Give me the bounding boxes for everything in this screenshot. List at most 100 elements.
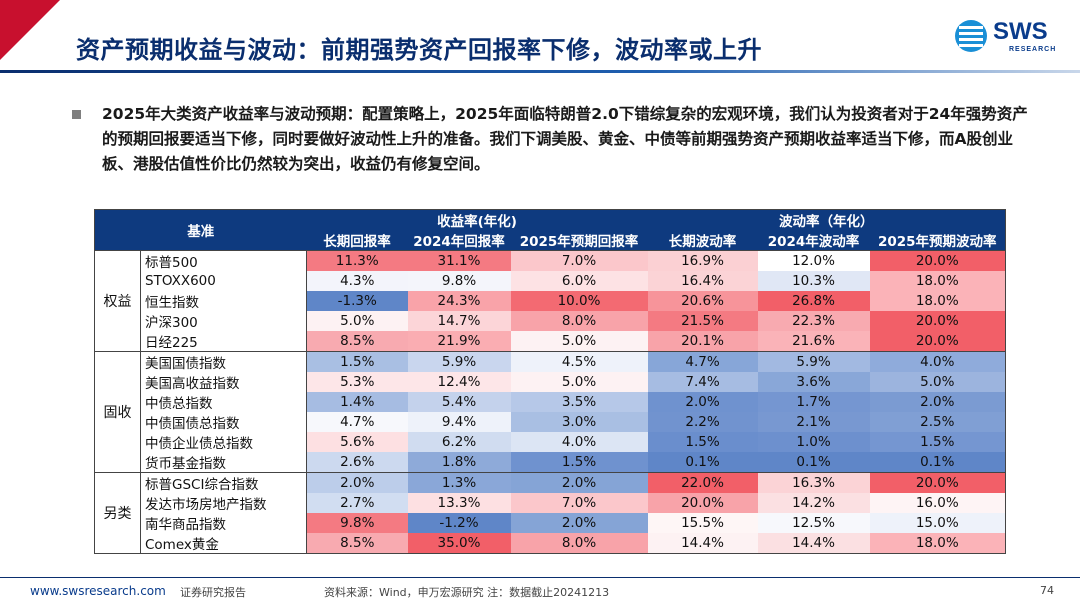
value-cell: 20.0% bbox=[869, 311, 1006, 331]
value-cell: 1.7% bbox=[757, 392, 870, 412]
summary-bullet: 2025年大类资产收益率与波动预期：配置策略上，2025年面临特朗普2.0下错综… bbox=[72, 102, 1032, 177]
value-cell: 22.3% bbox=[757, 311, 870, 331]
value-cell: 2.0% bbox=[510, 472, 648, 493]
value-cell: 20.0% bbox=[869, 250, 1006, 271]
data-table: 基准 收益率(年化) 波动率（年化） 长期回报率 2024年回报率 2025年预期回… bbox=[94, 209, 1007, 554]
value-cell: 8.5% bbox=[306, 533, 408, 554]
title-accent-triangle bbox=[0, 0, 60, 60]
value-cell: 3.0% bbox=[510, 412, 648, 432]
value-cell: 24.3% bbox=[407, 291, 511, 311]
square-bullet-icon bbox=[72, 110, 81, 119]
value-cell: 7.0% bbox=[510, 250, 648, 271]
asset-return-volatility-table: 基准 收益率(年化) 波动率（年化） 长期回报率 2024年回报率 2025年预期回… bbox=[94, 209, 1007, 554]
value-cell: 7.4% bbox=[647, 372, 758, 392]
value-cell: 1.5% bbox=[647, 432, 758, 452]
header-base: 基准 bbox=[94, 209, 307, 251]
table-row: 中债国债总指数 4.7% 9.4% 3.0% 2.2% 2.1% 2.5% bbox=[95, 412, 1006, 432]
value-cell: 20.0% bbox=[869, 331, 1006, 352]
title-underline bbox=[0, 70, 1080, 73]
value-cell: 16.0% bbox=[869, 493, 1006, 513]
value-cell: 2.1% bbox=[757, 412, 870, 432]
value-cell: 16.4% bbox=[647, 271, 758, 291]
value-cell: 18.0% bbox=[869, 291, 1006, 311]
table-row: 恒生指数 -1.3% 24.3% 10.0% 20.6% 26.8% 18.0% bbox=[95, 291, 1006, 311]
column-header: 2024年波动率 bbox=[757, 230, 870, 251]
value-cell: 4.0% bbox=[869, 351, 1006, 372]
table-row: 另类 标普GSCI综合指数 2.0% 1.3% 2.0% 22.0% 16.3% 20.0% bbox=[94, 472, 1006, 554]
value-cell: 9.8% bbox=[407, 271, 511, 291]
value-cell: 1.0% bbox=[757, 432, 870, 452]
value-cell: 21.5% bbox=[647, 311, 758, 331]
value-cell: 26.8% bbox=[757, 291, 870, 311]
value-cell: 5.4% bbox=[407, 392, 511, 412]
asset-name: 货币基金指数 bbox=[140, 452, 307, 473]
column-header: 2024年回报率 bbox=[407, 230, 511, 251]
page-number: 74 bbox=[1040, 584, 1054, 597]
group-label: 权益 bbox=[94, 250, 141, 352]
footer-source-note: 资料来源：Wind，申万宏源研究 注：数据截止20241213 bbox=[324, 586, 610, 599]
summary-text: 2025年大类资产收益率与波动预期：配置策略上，2025年面临特朗普2.0下错综… bbox=[102, 105, 1028, 173]
value-cell: 1.5% bbox=[510, 452, 648, 473]
table-row: 南华商品指数 9.8% -1.2% 2.0% 15.5% 12.5% 15.0% bbox=[95, 513, 1006, 533]
value-cell: 5.9% bbox=[407, 351, 511, 372]
asset-name: Comex黄金 bbox=[140, 533, 307, 554]
sws-logo: SWS RESEARCH bbox=[955, 18, 1065, 58]
table-row: 货币基金指数 2.6% 1.8% 1.5% 0.1% 0.1% 0.1% bbox=[95, 452, 1006, 473]
table-row: 日经225 8.5% 21.9% 5.0% 20.1% 21.6% 20.0% bbox=[95, 331, 1006, 352]
value-cell: 14.2% bbox=[757, 493, 870, 513]
table-row: 发达市场房地产指数 2.7% 13.3% 7.0% 20.0% 14.2% 16.0% bbox=[95, 493, 1006, 513]
value-cell: 2.0% bbox=[869, 392, 1006, 412]
asset-name: 中债企业债总指数 bbox=[140, 432, 307, 452]
column-header: 长期波动率 bbox=[647, 230, 758, 251]
value-cell: 6.0% bbox=[510, 271, 648, 291]
value-cell: 5.0% bbox=[869, 372, 1006, 392]
value-cell: 4.7% bbox=[306, 412, 408, 432]
value-cell: 2.6% bbox=[306, 452, 408, 473]
footer-website-link[interactable]: www.swsresearch.com bbox=[30, 584, 166, 598]
footer-doc-type: 证券研究报告 bbox=[180, 586, 246, 599]
value-cell: 20.0% bbox=[647, 493, 758, 513]
value-cell: 10.3% bbox=[757, 271, 870, 291]
sws-logo-icon bbox=[955, 20, 987, 52]
value-cell: 2.0% bbox=[647, 392, 758, 412]
value-cell: 5.0% bbox=[306, 311, 408, 331]
value-cell: 3.5% bbox=[510, 392, 648, 412]
group-label: 固收 bbox=[94, 351, 141, 473]
value-cell: 6.2% bbox=[407, 432, 511, 452]
table-row: 权益 标普500 11.3% 31.1% 7.0% 16.9% 12.0% 20.0% bbox=[94, 250, 1006, 352]
value-cell: 14.7% bbox=[407, 311, 511, 331]
value-cell: 31.1% bbox=[407, 250, 511, 271]
title-bar: 资产预期收益与波动：前期强势资产回报率下修，波动率或上升 SWS RESEARC… bbox=[0, 0, 1080, 80]
value-cell: 0.1% bbox=[869, 452, 1006, 473]
value-cell: 8.5% bbox=[306, 331, 408, 352]
value-cell: 2.0% bbox=[306, 472, 408, 493]
value-cell: 5.0% bbox=[510, 372, 648, 392]
value-cell: 9.8% bbox=[306, 513, 408, 533]
value-cell: 11.3% bbox=[306, 250, 408, 271]
logo-text: SWS bbox=[993, 18, 1048, 45]
value-cell: 13.3% bbox=[407, 493, 511, 513]
value-cell: 14.4% bbox=[647, 533, 758, 554]
group-label: 另类 bbox=[94, 472, 141, 554]
value-cell: 15.5% bbox=[647, 513, 758, 533]
value-cell: 21.9% bbox=[407, 331, 511, 352]
table-row: 美国高收益指数 5.3% 12.4% 5.0% 7.4% 3.6% 5.0% bbox=[95, 372, 1006, 392]
asset-name: 标普GSCI综合指数 bbox=[140, 472, 307, 493]
value-cell: 14.4% bbox=[757, 533, 870, 554]
value-cell: 5.9% bbox=[757, 351, 870, 372]
value-cell: 2.7% bbox=[306, 493, 408, 513]
value-cell: 0.1% bbox=[647, 452, 758, 473]
value-cell: 20.1% bbox=[647, 331, 758, 352]
asset-name: STOXX600 bbox=[140, 271, 307, 291]
value-cell: 2.5% bbox=[869, 412, 1006, 432]
value-cell: 12.5% bbox=[757, 513, 870, 533]
table-row: 中债总指数 1.4% 5.4% 3.5% 2.0% 1.7% 2.0% bbox=[95, 392, 1006, 412]
asset-name: 美国高收益指数 bbox=[140, 372, 307, 392]
page-title: 资产预期收益与波动：前期强势资产回报率下修，波动率或上升 bbox=[76, 35, 762, 64]
value-cell: 1.5% bbox=[306, 351, 408, 372]
value-cell: 16.9% bbox=[647, 250, 758, 271]
value-cell: 21.6% bbox=[757, 331, 870, 352]
asset-name: 发达市场房地产指数 bbox=[140, 493, 307, 513]
value-cell: 4.3% bbox=[306, 271, 408, 291]
value-cell: 20.6% bbox=[647, 291, 758, 311]
